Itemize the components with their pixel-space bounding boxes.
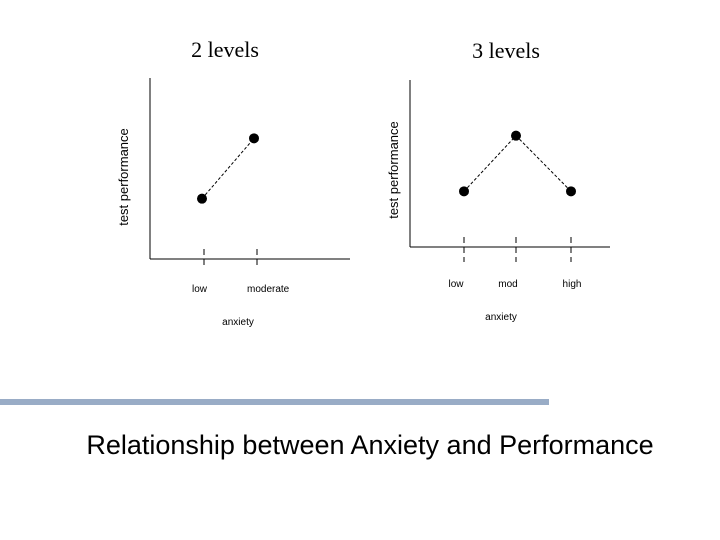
data-point <box>511 130 521 141</box>
series-line <box>201 138 255 199</box>
x-tick-label: high <box>563 279 582 290</box>
x-axis-label: anxiety <box>222 317 254 328</box>
x-tick-label: moderate <box>247 284 290 295</box>
slide-title: Relationship between Anxiety and Perform… <box>86 430 654 460</box>
series-line <box>515 135 572 192</box>
data-point <box>566 186 576 197</box>
chart-title: 2 levels <box>191 37 259 62</box>
chart-title: 3 levels <box>472 38 540 63</box>
x-tick-label: mod <box>498 279 517 290</box>
data-point <box>197 193 207 204</box>
divider-bar <box>0 399 549 405</box>
x-tick-label: low <box>192 284 208 295</box>
x-tick-label: low <box>448 279 464 290</box>
data-point <box>459 186 469 197</box>
x-axis-label: anxiety <box>485 312 517 323</box>
y-axis-label: test performance <box>116 128 131 226</box>
series-line <box>463 135 517 192</box>
chart-1: 2 levels test performance anxiety low modera… <box>116 37 350 328</box>
data-point <box>249 133 259 144</box>
chart-2: 3 levels test performance anxiety low mod hig… <box>386 38 610 323</box>
y-axis-label: test performance <box>386 121 401 219</box>
